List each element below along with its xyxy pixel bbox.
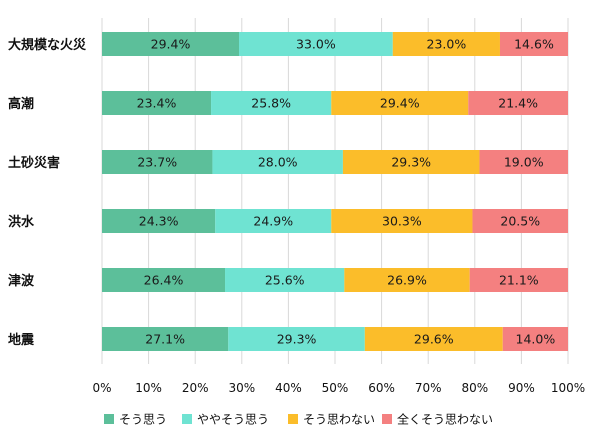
bars: 29.4% 33.0% 23.0% 14.6% 23.4% 25.8% 29.4% 21.4%… [102, 32, 568, 351]
data-label: 24.3% [139, 214, 179, 229]
grid-lines [101, 18, 569, 364]
bar-segment [225, 268, 345, 292]
bar-segment [102, 209, 216, 233]
x-tick-label: 70% [415, 381, 442, 395]
data-label: 26.9% [387, 273, 427, 288]
data-label: 25.6% [265, 273, 305, 288]
data-label: 33.0% [296, 37, 336, 52]
legend-label: ややそう思う [197, 413, 269, 427]
bar-segment [102, 150, 213, 174]
legend-swatch [288, 414, 298, 424]
data-label: 24.9% [253, 214, 293, 229]
bar-segment [469, 268, 568, 292]
bar-segment [102, 327, 229, 351]
data-label: 29.4% [151, 37, 191, 52]
data-label: 25.8% [251, 96, 291, 111]
data-label: 19.0% [504, 155, 544, 170]
bar-segment [392, 32, 500, 56]
bar-segment [344, 268, 470, 292]
category-label: 津波 [8, 273, 35, 289]
x-tick-label: 50% [322, 381, 349, 395]
legend-label: そう思う [119, 413, 167, 427]
legend: そう思う ややそう思う そう思わない 全くそう思わない [104, 412, 493, 427]
x-tick-label: 90% [508, 381, 535, 395]
category-label: 地震 [8, 332, 35, 348]
data-label: 29.3% [277, 332, 317, 347]
bar-segment [502, 327, 568, 351]
bar-segment [468, 91, 568, 115]
category-label: 高潮 [8, 96, 34, 112]
x-tick-label: 20% [182, 381, 209, 395]
bar-segment [215, 209, 332, 233]
bar-segment [331, 91, 469, 115]
bar-segment [239, 32, 393, 56]
bar-segment [342, 150, 480, 174]
x-tick-label: 100% [551, 381, 585, 395]
x-tick-label: 0% [92, 381, 111, 395]
x-tick-label: 80% [461, 381, 488, 395]
bar-segment [102, 268, 226, 292]
bar-segment [364, 327, 503, 351]
bar-segment [331, 209, 473, 233]
data-label: 27.1% [145, 332, 185, 347]
data-label: 26.4% [144, 273, 184, 288]
x-tick-label: 60% [368, 381, 395, 395]
bar-segment [472, 209, 568, 233]
x-axis-ticks: 0% 10% 20% 30% 40% 50% 60% 70% 80% 90% 100% [92, 381, 585, 395]
bar-segment [228, 327, 365, 351]
bar-segment [499, 32, 568, 56]
legend-label: 全くそう思わない [397, 412, 493, 427]
legend-swatch [182, 414, 192, 424]
data-label: 23.0% [427, 37, 467, 52]
legend-swatch [382, 414, 392, 424]
x-tick-label: 40% [275, 381, 302, 395]
data-label: 21.1% [499, 273, 539, 288]
data-label: 20.5% [500, 214, 540, 229]
category-label: 土砂災害 [8, 155, 60, 171]
data-label: 21.4% [498, 96, 538, 111]
category-label: 洪水 [8, 214, 35, 230]
data-label: 23.4% [137, 96, 177, 111]
bar-segment [211, 91, 332, 115]
data-label: 14.0% [516, 332, 556, 347]
bar-segment [102, 91, 212, 115]
data-label: 30.3% [382, 214, 422, 229]
data-label: 14.6% [514, 37, 554, 52]
data-label: 29.3% [391, 155, 431, 170]
legend-label: そう思わない [303, 413, 375, 427]
category-label: 大規模な火災 [8, 37, 87, 53]
bar-segment [212, 150, 343, 174]
data-label: 23.7% [137, 155, 177, 170]
bar-segment [102, 32, 240, 56]
legend-swatch [104, 414, 114, 424]
data-label: 29.4% [380, 96, 420, 111]
data-label: 29.6% [414, 332, 454, 347]
data-label: 28.0% [258, 155, 298, 170]
x-tick-label: 10% [135, 381, 162, 395]
bar-segment [479, 150, 568, 174]
x-tick-label: 30% [228, 381, 255, 395]
